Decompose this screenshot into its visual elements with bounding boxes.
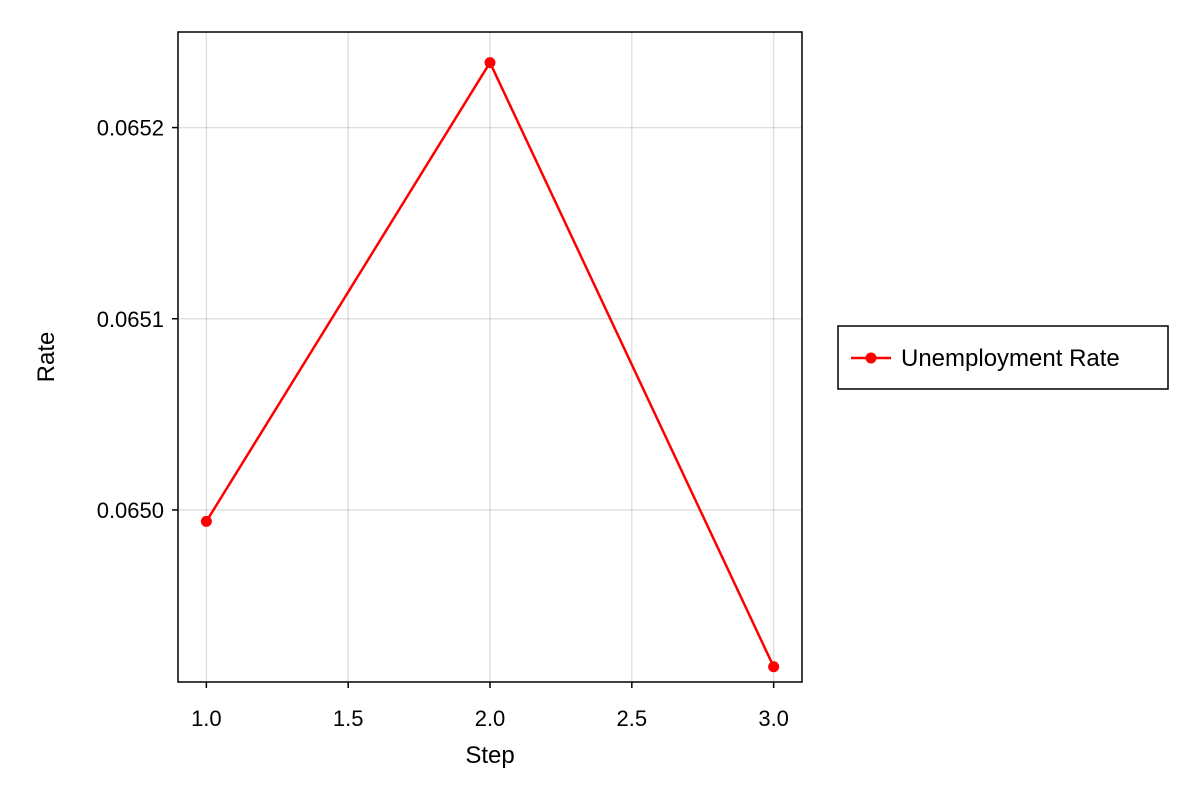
legend-swatch-marker [865,352,877,364]
data-point [768,661,780,673]
legend-box [837,325,1169,390]
y-tick-label: 0.0650 [97,498,164,523]
y-tick-label: 0.0652 [97,116,164,141]
data-point [484,57,496,69]
x-tick-label: 1.0 [191,706,222,731]
data-point [200,515,212,527]
data-series [200,57,780,673]
x-axis-label: Step [465,742,514,769]
x-tick-label: 3.0 [758,706,789,731]
y-axis-label: Rate [33,332,60,383]
legend-label: Unemployment Rate [901,345,1120,372]
x-tick-label: 1.5 [333,706,364,731]
y-tick-label: 0.0651 [97,307,164,332]
y-axis-ticks: 0.0650 0.0651 0.0652 [97,116,178,523]
x-tick-label: 2.0 [475,706,506,731]
x-axis-ticks: 1.0 1.5 2.0 2.5 3.0 [191,682,789,731]
legend: Unemployment Rate [837,325,1169,390]
grid-lines [178,32,802,682]
x-tick-label: 2.5 [617,706,648,731]
